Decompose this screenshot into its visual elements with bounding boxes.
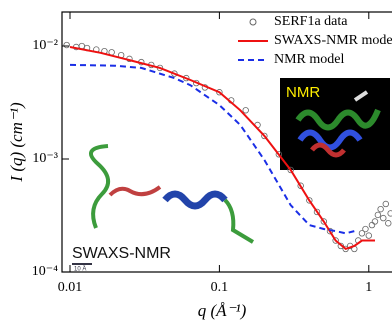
data-point: [383, 201, 389, 207]
y-axis-label: I (q) (cm⁻¹): [7, 102, 26, 183]
data-point: [372, 219, 378, 225]
data-point: [363, 226, 369, 232]
inset-label: NMR: [286, 84, 320, 101]
data-point: [243, 107, 249, 113]
x-tick-label: 1: [365, 280, 372, 295]
data-point: [378, 206, 384, 212]
data-point: [380, 215, 386, 221]
nmr-inset: NMR: [280, 78, 390, 170]
y-tick-label: 10⁻⁴: [32, 264, 58, 279]
data-point: [385, 220, 391, 226]
data-point: [64, 42, 70, 48]
data-point: [369, 222, 375, 228]
legend-label: SWAXS-NMR model: [274, 33, 392, 48]
legend-label: NMR model: [274, 52, 345, 67]
swaxs-structure: SWAXS-NMR 10 Å: [72, 146, 253, 273]
legend-marker: [250, 19, 256, 25]
y-tick-label: 10⁻³: [32, 151, 58, 166]
x-tick-label: 0.1: [211, 280, 229, 295]
y-tick-label: 10⁻²: [32, 38, 58, 53]
x-axis-label: q (Å⁻¹): [198, 301, 247, 320]
inset-label: SWAXS-NMR: [72, 245, 171, 262]
x-tick-label: 0.01: [58, 280, 83, 295]
legend-label: SERF1a data: [274, 14, 348, 29]
data-point: [388, 211, 392, 217]
data-point: [366, 233, 372, 239]
chart: NMR SWAXS-NMR 10 Å q (Å⁻¹) I (q) (cm⁻¹) …: [0, 0, 392, 327]
data-point: [375, 212, 381, 218]
